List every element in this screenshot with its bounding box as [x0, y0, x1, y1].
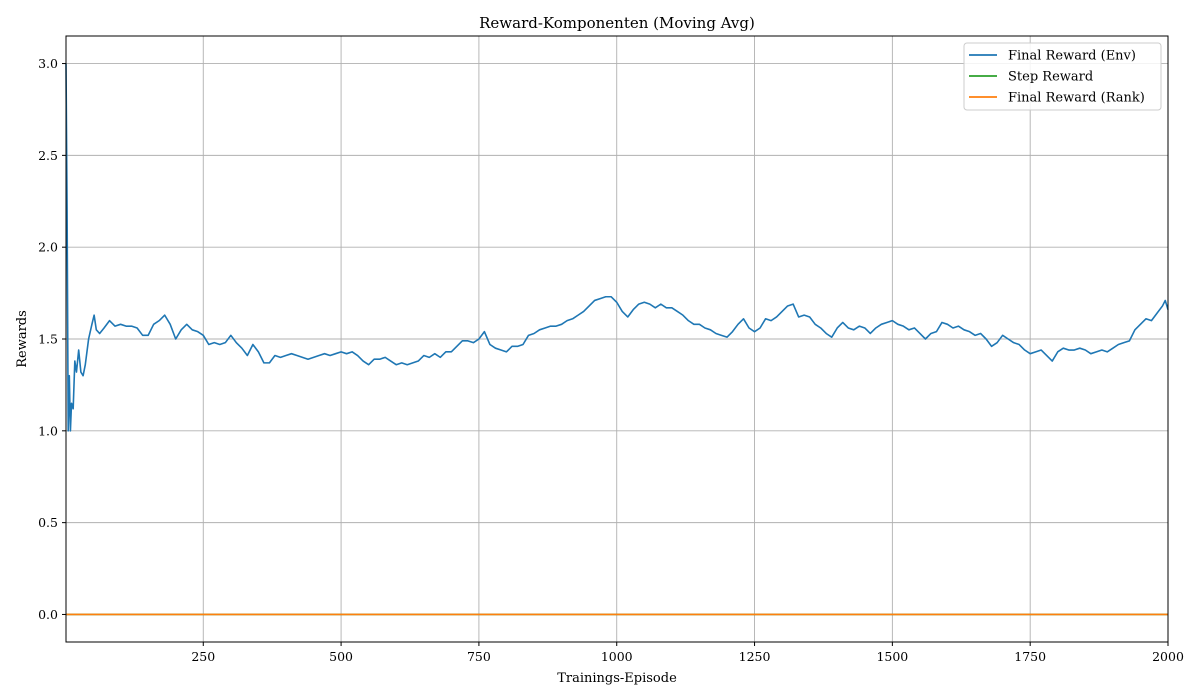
legend-label: Step Reward: [1008, 70, 1093, 85]
x-tick-label: 1500: [876, 649, 908, 664]
x-tick-label: 750: [467, 649, 491, 664]
y-tick-label: 2.0: [38, 240, 58, 255]
y-axis-label: Rewards: [15, 310, 30, 368]
chart-title: Reward-Komponenten (Moving Avg): [479, 14, 755, 32]
x-tick-label: 2000: [1152, 649, 1184, 664]
y-tick-label: 1.5: [38, 332, 58, 347]
x-tick-label: 1250: [739, 649, 771, 664]
series-layer: [65, 63, 1169, 616]
y-tick-label: 2.5: [38, 148, 58, 163]
x-tick-label: 250: [191, 649, 215, 664]
y-tick-label: 3.0: [38, 56, 58, 71]
grid-lines: [66, 36, 1169, 642]
x-tick-label: 500: [329, 649, 353, 664]
x-tick-label: 1750: [1014, 649, 1046, 664]
series-line-0: [65, 63, 1169, 432]
y-tick-label: 0.0: [38, 607, 58, 622]
legend-label: Final Reward (Rank): [1008, 91, 1145, 106]
legend-label: Final Reward (Env): [1008, 49, 1136, 64]
y-tick-label: 1.0: [38, 423, 58, 438]
x-tick-label: 1000: [601, 649, 633, 664]
axis-ticks: 250 500 750 1000 1250 1500 1750 2000 0.0 0.5 1.0 1.…: [38, 56, 1184, 664]
legend: Final Reward (Env) Step Reward Final Rewar…: [963, 42, 1162, 111]
legend-box: [963, 42, 1162, 111]
x-axis-label: Trainings-Episode: [557, 671, 677, 686]
y-tick-label: 0.5: [38, 515, 58, 530]
